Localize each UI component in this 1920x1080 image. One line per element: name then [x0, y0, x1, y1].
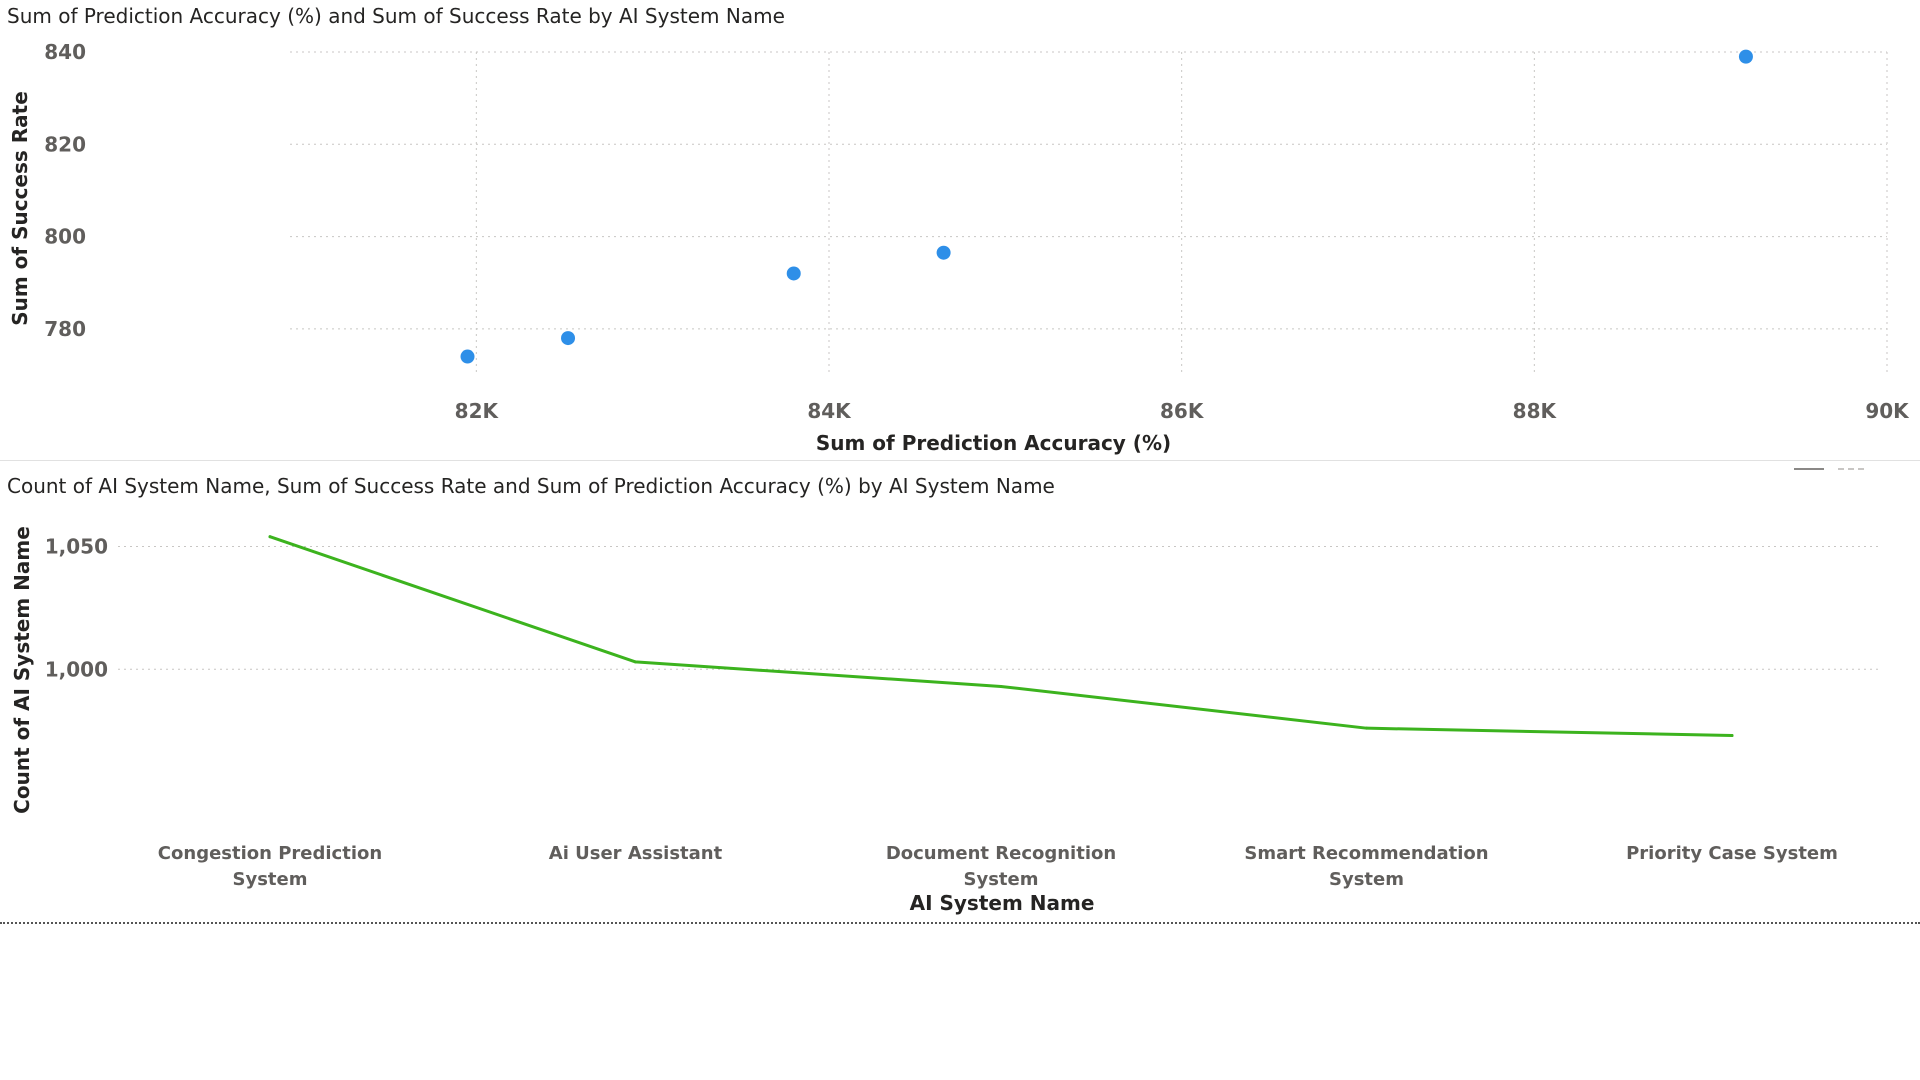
line-point — [1365, 726, 1368, 730]
focus-mode-icon[interactable] — [1794, 468, 1824, 480]
more-options-icon[interactable] — [1838, 468, 1864, 480]
x-axis-title: AI System Name — [910, 891, 1095, 915]
y-tick-label: 780 — [44, 317, 86, 341]
y-axis-title: Sum of Success Rate — [8, 91, 32, 326]
line-point — [999, 684, 1003, 688]
scatter-point — [561, 331, 576, 346]
x-tick-label: 88K — [1513, 399, 1558, 423]
x-tick-label: 82K — [455, 399, 500, 423]
scatter-visual[interactable]: Sum of Prediction Accuracy (%) and Sum o… — [0, 0, 1920, 461]
y-tick-label: 820 — [44, 132, 86, 156]
x-category-label: Congestion Prediction System — [158, 843, 382, 890]
x-tick-label: 86K — [1160, 399, 1205, 423]
x-category-label: Priority Case System — [1626, 843, 1838, 864]
x-category-label: Document Recognition System — [886, 843, 1116, 890]
scatter-chart-title: Sum of Prediction Accuracy (%) and Sum o… — [7, 4, 785, 28]
x-tick-label: 90K — [1865, 399, 1910, 423]
y-tick-label: 1,050 — [45, 535, 108, 559]
visual-header-icons — [1794, 468, 1864, 480]
scatter-point — [786, 266, 801, 281]
x-tick-label: 84K — [807, 399, 852, 423]
x-axis-title: Sum of Prediction Accuracy (%) — [816, 431, 1171, 455]
scatter-point — [936, 245, 951, 260]
line-point — [268, 535, 272, 539]
y-tick-label: 800 — [44, 225, 86, 249]
line-point — [1730, 734, 1734, 738]
series-line — [268, 535, 1734, 738]
scatter-chart: 780 800 820 840 82K 84K 86K 88K 90K Sum of Predic… — [8, 40, 1910, 455]
line-chart: 1,000 1,050 Congestion Prediction System Ai … — [10, 526, 1880, 915]
line-chart-title: Count of AI System Name, Sum of Success … — [7, 474, 1055, 498]
y-tick-label: 840 — [44, 40, 86, 64]
line-point — [634, 660, 637, 664]
x-category-label: Smart Recommendation System — [1244, 843, 1488, 890]
x-category-label: Ai User Assistant — [549, 843, 723, 864]
line-visual[interactable]: Count of AI System Name, Sum of Success … — [0, 462, 1920, 924]
scatter-point — [460, 349, 475, 364]
y-tick-label: 1,000 — [45, 657, 108, 681]
scatter-point — [1738, 49, 1753, 64]
y-axis-title: Count of AI System Name — [10, 526, 34, 814]
